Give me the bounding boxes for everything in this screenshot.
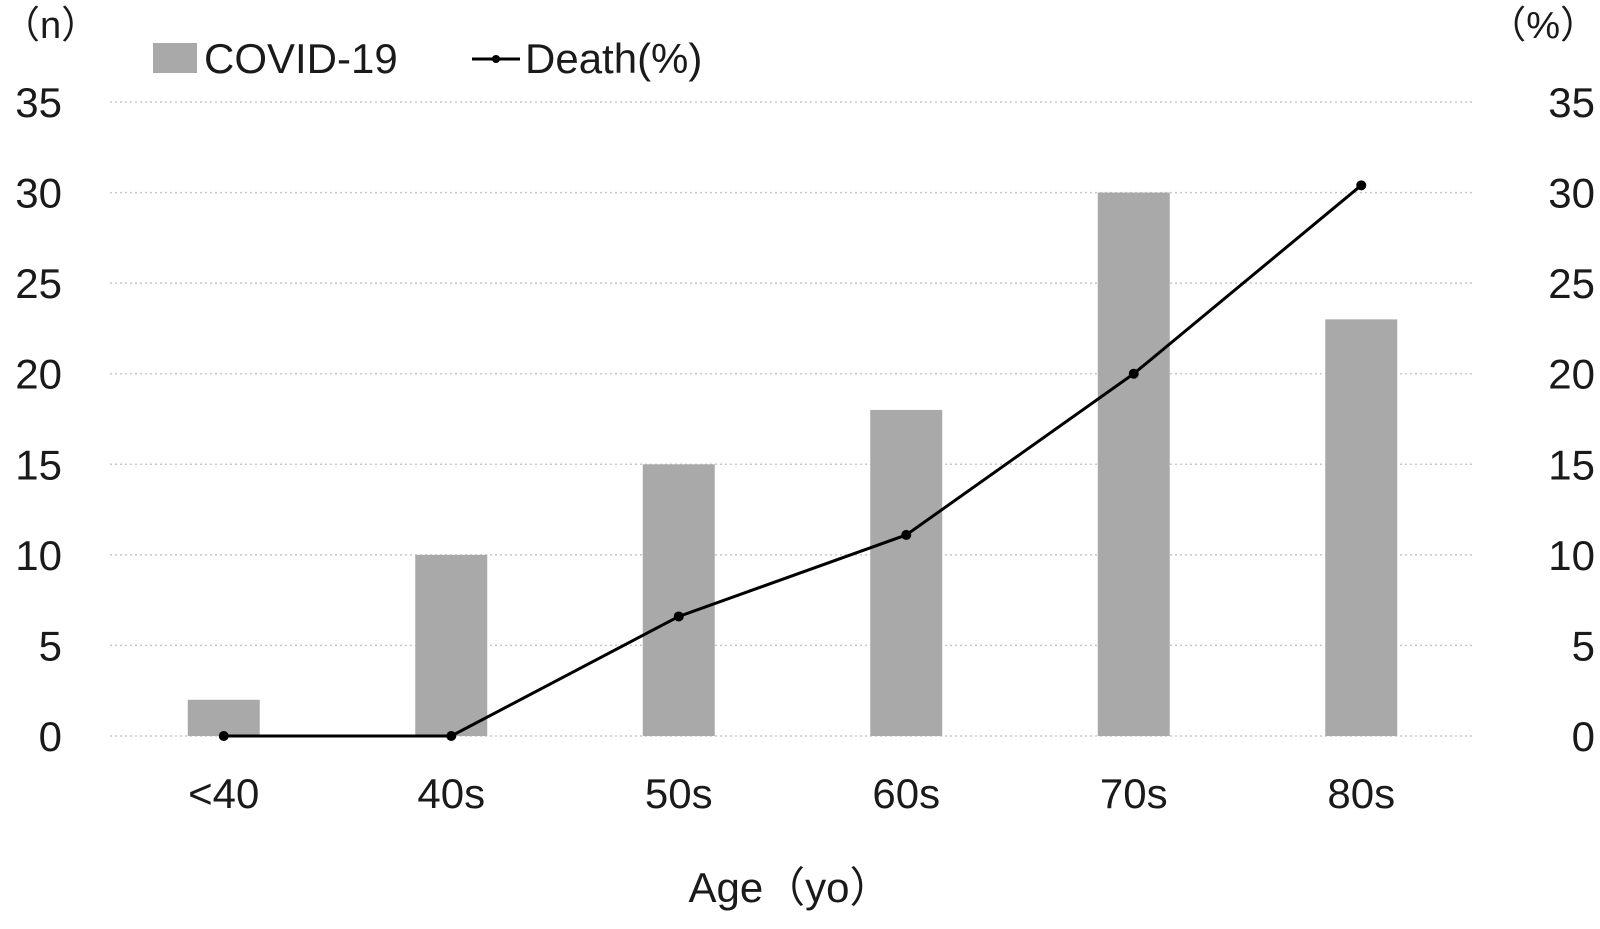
legend-label-death: Death(%) (525, 35, 702, 82)
right-tick-label-25: 25 (1548, 260, 1595, 307)
left-tick-label-10: 10 (15, 532, 62, 579)
left-tick-label-20: 20 (15, 351, 62, 398)
x-axis-title: Age（yo） (688, 864, 891, 911)
x-tick-label-60s: 60s (872, 770, 940, 817)
death-point-40s (446, 731, 457, 741)
left-tick-label-0: 0 (39, 713, 62, 760)
death-point-80s (1356, 180, 1367, 191)
bar-series-covid19 (187, 192, 1398, 737)
death-line-path (223, 184, 1363, 738)
right-tick-label-20: 20 (1548, 351, 1595, 398)
gridlines (110, 101, 1475, 737)
x-axis-tick-labels: <40 40s 50s 60s 70s 80s (188, 770, 1395, 817)
left-tick-label-15: 15 (15, 441, 62, 488)
bar-50s (642, 464, 715, 736)
left-tick-label-5: 5 (39, 622, 62, 669)
left-axis-unit: （n） (2, 5, 99, 47)
right-tick-label-5: 5 (1572, 622, 1595, 669)
left-tick-label-35: 35 (15, 79, 62, 126)
bar-60s (870, 409, 943, 736)
right-axis-tick-labels: 0 5 10 15 20 25 30 35 (1548, 79, 1595, 760)
legend-label-covid19: COVID-19 (204, 35, 398, 82)
right-axis-unit: （%） (1488, 5, 1598, 47)
bar-70s (1097, 192, 1170, 737)
x-tick-label-50s: 50s (645, 770, 713, 817)
right-tick-label-35: 35 (1548, 79, 1595, 126)
death-point-60s (901, 529, 912, 540)
x-tick-label-40s: 40s (417, 770, 485, 817)
bar-40 (187, 699, 260, 736)
right-tick-label-0: 0 (1572, 713, 1595, 760)
right-tick-label-30: 30 (1548, 170, 1595, 217)
legend-bar-swatch (153, 43, 197, 73)
x-tick-label-40: <40 (188, 770, 259, 817)
right-tick-label-15: 15 (1548, 441, 1595, 488)
right-tick-label-10: 10 (1548, 532, 1595, 579)
left-axis-tick-labels: 0 5 10 15 20 25 30 35 (15, 79, 62, 760)
bar-40s (415, 554, 488, 736)
legend: COVID-19 Death(%) (153, 35, 702, 82)
death-point-40 (218, 731, 229, 741)
left-tick-label-25: 25 (15, 260, 62, 307)
bar-80s (1325, 319, 1398, 736)
line-series-death (218, 180, 1367, 741)
left-tick-label-30: 30 (15, 170, 62, 217)
death-point-50s (673, 611, 684, 622)
death-point-70s (1128, 368, 1139, 379)
x-tick-label-80s: 80s (1327, 770, 1395, 817)
x-tick-label-70s: 70s (1100, 770, 1168, 817)
legend-line-marker (492, 55, 500, 63)
